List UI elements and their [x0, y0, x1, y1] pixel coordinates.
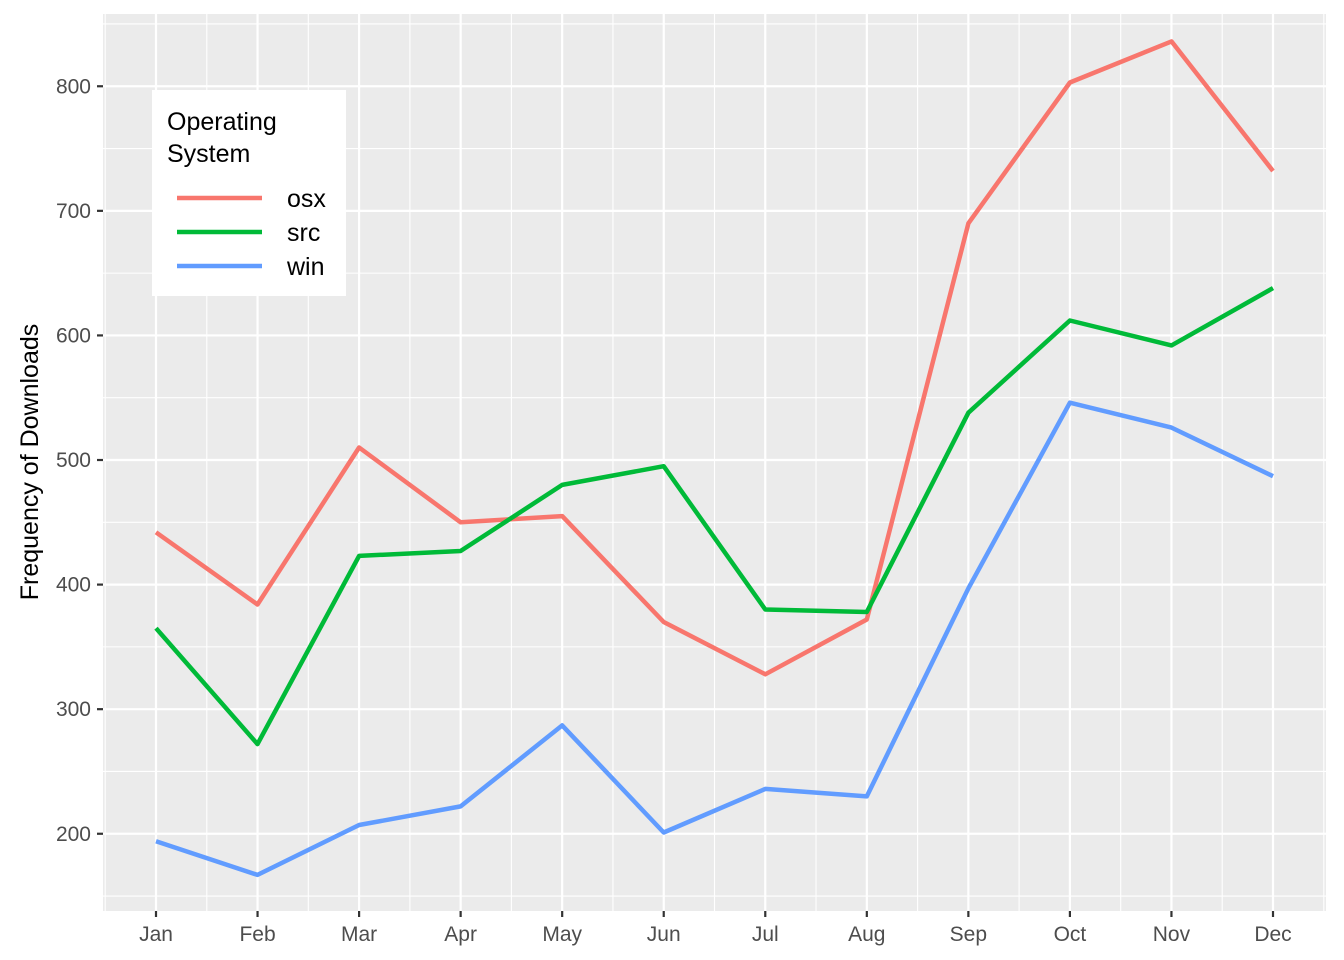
legend-label-win: win — [286, 253, 325, 281]
series-line-win — [155, 400, 1274, 878]
x-tick-label: Jan — [139, 923, 173, 946]
y-tick-label: 400 — [56, 574, 91, 597]
legend-title-line-1: Operating — [167, 108, 277, 136]
legend-label-osx: osx — [287, 185, 326, 213]
legend: Operating System osx src win — [152, 90, 346, 296]
legend-entries: osx src win — [177, 185, 326, 281]
x-tick-label: Oct — [1054, 923, 1087, 946]
legend-title-line-2: System — [167, 140, 250, 168]
y-tick-label: 700 — [56, 200, 91, 223]
y-axis-title: Frequency of Downloads — [16, 324, 44, 601]
x-tick-label: Apr — [444, 923, 477, 946]
x-tick-label: Sep — [950, 923, 987, 946]
y-tick-label: 500 — [56, 449, 91, 472]
y-axis: 200 300 400 500 600 700 800 — [56, 75, 103, 846]
legend-box — [152, 90, 346, 296]
legend-label-src: src — [287, 219, 320, 247]
x-tick-label: Jul — [752, 923, 779, 946]
y-tick-label: 200 — [56, 823, 91, 846]
series-lines — [154, 39, 1275, 878]
x-tick-label: May — [542, 923, 582, 946]
minor-grid — [103, 14, 1326, 911]
x-tick-label: Jun — [647, 923, 681, 946]
x-tick-label: Aug — [848, 923, 885, 946]
y-tick-label: 300 — [56, 698, 91, 721]
y-tick-label: 600 — [56, 324, 91, 347]
x-tick-label: Nov — [1153, 923, 1191, 946]
x-tick-label: Mar — [341, 923, 377, 946]
y-tick-label: 800 — [56, 75, 91, 98]
x-tick-label: Dec — [1254, 923, 1291, 946]
x-axis: Jan Feb Mar Apr May Jun Jul Aug Sep Oct Nov Dec — [139, 911, 1292, 946]
x-tick-label: Feb — [239, 923, 275, 946]
series-line-src — [154, 286, 1275, 747]
series-line-osx — [154, 39, 1275, 677]
